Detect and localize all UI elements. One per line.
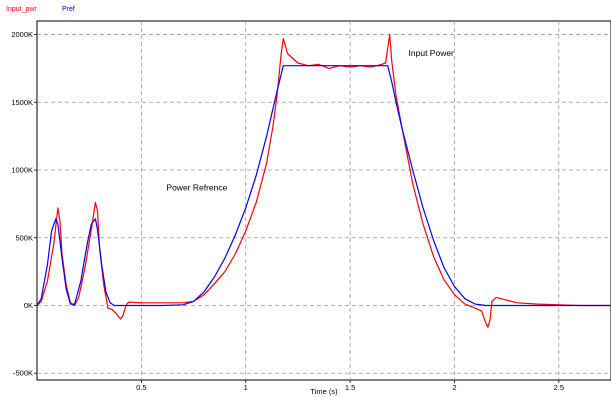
x-tick-label: 2.5	[554, 383, 564, 392]
y-tick-label: 0K	[24, 301, 33, 310]
annotation-input-power: Input Power	[409, 48, 455, 58]
legend: Input_pwr Pref	[6, 6, 75, 13]
x-tick-label: 0.5	[136, 383, 146, 392]
plot-area	[36, 20, 611, 381]
x-tick-label: 1.5	[345, 383, 355, 392]
annotation-power-reference: Power Refrence	[166, 182, 227, 192]
y-tick-label: 2000K	[11, 30, 33, 39]
series-line-input-pwr	[36, 33, 611, 328]
y-tick-label: 1500K	[11, 98, 33, 107]
series-line-pref	[36, 65, 611, 307]
y-tick-label: 500K	[15, 233, 33, 242]
legend-entry-input-pwr: Input_pwr	[6, 6, 37, 13]
y-axis: -500K 0K 500K 1000K 1500K 2000K	[11, 30, 37, 378]
legend-entry-pref: Pref	[62, 6, 75, 13]
x-tick-label: 2	[452, 383, 456, 392]
x-axis: 0.5 1 1.5 2 2.5	[136, 380, 564, 392]
series-lines	[36, 33, 611, 328]
y-tick-label: -500K	[13, 369, 33, 378]
x-tick-label: 1	[244, 383, 248, 392]
y-tick-label: 1000K	[11, 166, 33, 175]
x-axis-title: Time (s)	[310, 387, 338, 396]
